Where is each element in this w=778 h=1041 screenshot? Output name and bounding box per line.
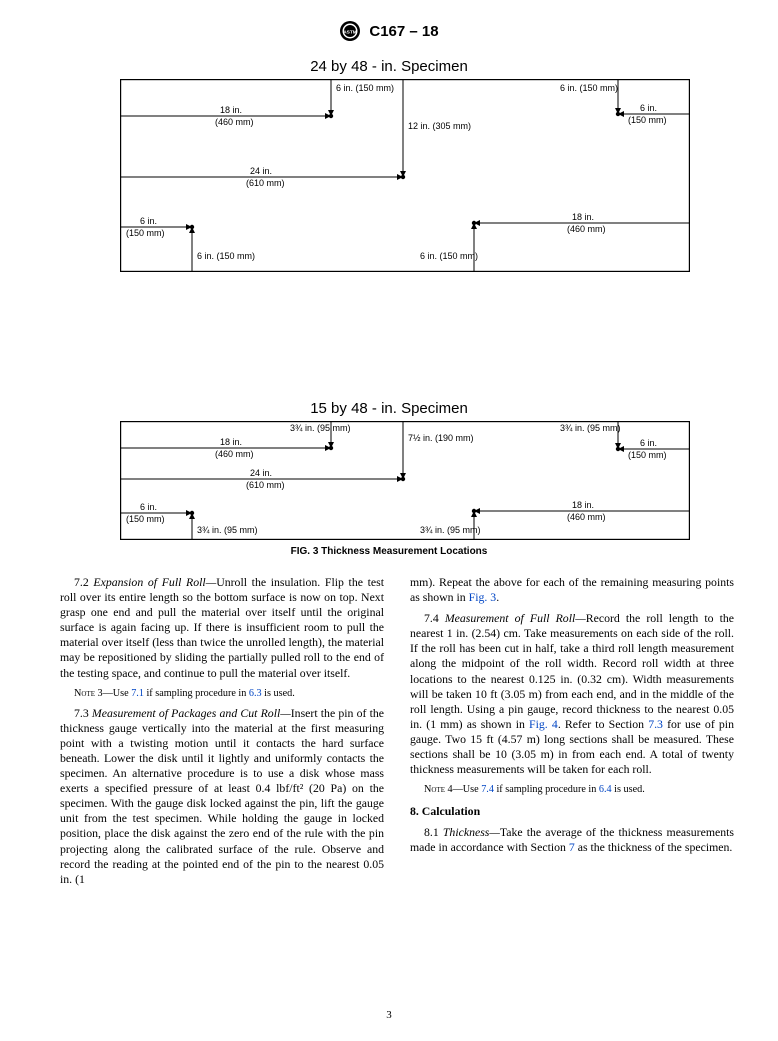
svg-text:7½ in. (190 mm): 7½ in. (190 mm) [408, 433, 474, 443]
svg-text:(610 mm): (610 mm) [246, 178, 285, 188]
svg-text:(150 mm): (150 mm) [126, 514, 165, 524]
n73: 7.3 [74, 706, 92, 720]
para-8-1: 8.1 Thickness—Take the average of the th… [410, 825, 734, 855]
fig24-title: 24 by 48 - in. Specimen [0, 58, 778, 75]
para-7-3: 7.3 Measurement of Packages and Cut Roll… [60, 706, 384, 887]
svg-text:18 in.: 18 in. [220, 437, 242, 447]
h81: Thickness— [443, 825, 500, 839]
svg-text:(460 mm): (460 mm) [567, 512, 606, 522]
svg-text:12 in. (305 mm): 12 in. (305 mm) [408, 121, 471, 131]
svg-text:18 in.: 18 in. [572, 500, 594, 510]
svg-text:6 in.: 6 in. [140, 216, 157, 226]
b73: Insert the pin of the thickness gauge ve… [60, 706, 384, 886]
svg-text:6 in. (150 mm): 6 in. (150 mm) [336, 83, 394, 93]
fig24-wrap: 18 in. (460 mm) 24 in. (610 mm) 6 in. (150 mm… [120, 79, 690, 272]
link-fig4[interactable]: Fig. 4 [529, 717, 558, 731]
fig15-wrap: 18 in. (460 mm) 24 in. (610 mm) 6 in. (150 mm… [120, 421, 690, 540]
link-7-3[interactable]: 7.3 [648, 717, 663, 731]
link-6-4[interactable]: 6.4 [599, 784, 612, 795]
astm-logo-icon: ASTM [339, 20, 361, 42]
svg-text:18 in.: 18 in. [572, 212, 594, 222]
note-3: Note 3—Use 7.1 if sampling procedure in … [60, 687, 384, 700]
para-7-2: 7.2 Expansion of Full Roll—Unroll the in… [60, 575, 384, 681]
page-header: ASTM C167 – 18 [0, 0, 778, 50]
link-7-1[interactable]: 7.1 [131, 688, 144, 699]
svg-text:6 in.: 6 in. [140, 502, 157, 512]
svg-text:(460 mm): (460 mm) [215, 449, 254, 459]
svg-text:18 in.: 18 in. [220, 105, 242, 115]
b72: Unroll the insulation. Flip the test rol… [60, 575, 384, 680]
standard-code: C167 – 18 [369, 23, 438, 40]
svg-text:(150 mm): (150 mm) [126, 228, 165, 238]
svg-text:6 in. (150 mm): 6 in. (150 mm) [420, 251, 478, 261]
n81: 8.1 [424, 825, 443, 839]
svg-text:24 in.: 24 in. [250, 468, 272, 478]
n74: 7.4 [424, 611, 445, 625]
note4-label: Note 4— [424, 784, 463, 795]
svg-text:3¾ in. (95 mm): 3¾ in. (95 mm) [290, 423, 351, 433]
link-7-4[interactable]: 7.4 [481, 784, 494, 795]
section-8-head: 8. Calculation [410, 804, 734, 819]
svg-text:6 in. (150 mm): 6 in. (150 mm) [197, 251, 255, 261]
svg-text:(460 mm): (460 mm) [215, 117, 254, 127]
svg-text:3¾ in. (95 mm): 3¾ in. (95 mm) [420, 525, 481, 535]
note-4: Note 4—Use 7.4 if sampling procedure in … [410, 783, 734, 796]
body-columns: 7.2 Expansion of Full Roll—Unroll the in… [0, 575, 778, 893]
svg-text:(460 mm): (460 mm) [567, 224, 606, 234]
link-fig3[interactable]: Fig. 3 [469, 590, 497, 604]
svg-text:(150 mm): (150 mm) [628, 450, 667, 460]
svg-text:(150 mm): (150 mm) [628, 115, 667, 125]
svg-text:6 in. (150 mm): 6 in. (150 mm) [560, 83, 618, 93]
link-6-3[interactable]: 6.3 [249, 688, 262, 699]
para-7-3-cont: mm). Repeat the above for each of the re… [410, 575, 734, 605]
svg-text:6 in.: 6 in. [640, 438, 657, 448]
svg-text:ASTM: ASTM [344, 30, 358, 36]
h72: Expansion of Full Roll— [93, 575, 216, 589]
svg-text:(610 mm): (610 mm) [246, 480, 285, 490]
svg-text:6 in.: 6 in. [640, 103, 657, 113]
h74: Measurement of Full Roll— [445, 611, 586, 625]
svg-text:3¾ in. (95 mm): 3¾ in. (95 mm) [560, 423, 621, 433]
fig15-title: 15 by 48 - in. Specimen [0, 400, 778, 417]
n72: 7.2 [74, 575, 93, 589]
note3-label: Note 3— [74, 688, 113, 699]
svg-text:3¾ in. (95 mm): 3¾ in. (95 mm) [197, 525, 258, 535]
col-left: 7.2 Expansion of Full Roll—Unroll the in… [60, 575, 384, 893]
fig-caption: FIG. 3 Thickness Measurement Locations [0, 546, 778, 557]
h73: Measurement of Packages and Cut Roll— [92, 706, 291, 720]
para-7-4: 7.4 Measurement of Full Roll—Record the … [410, 611, 734, 777]
col-right: mm). Repeat the above for each of the re… [410, 575, 734, 893]
svg-text:24 in.: 24 in. [250, 166, 272, 176]
page-number: 3 [0, 1009, 778, 1021]
